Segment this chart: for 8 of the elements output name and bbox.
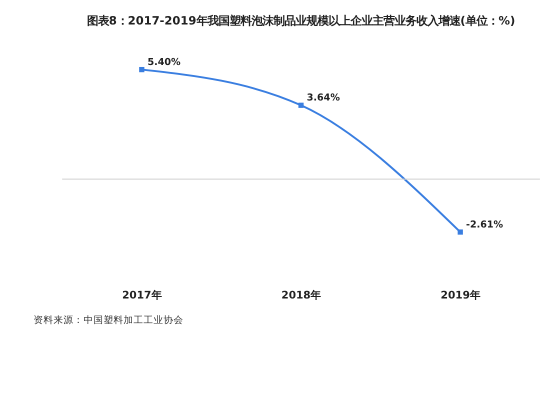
text: 资料来源：中国塑料加工工业协会 — [33, 314, 184, 326]
chart-title: 图表8：2017-2019年我国塑料泡沫制品业规模以上企业主营业务收入增速(单位：%) — [86, 14, 516, 28]
data-label: 5.40% — [147, 56, 182, 68]
data-label: 3.64% — [306, 92, 340, 104]
data-label: -2.61% — [466, 219, 504, 230]
x-tick-label: 2019年 — [440, 288, 481, 302]
x-tick-label: 2017年 — [122, 288, 162, 302]
x-tick-label: 2018年 — [281, 288, 322, 302]
